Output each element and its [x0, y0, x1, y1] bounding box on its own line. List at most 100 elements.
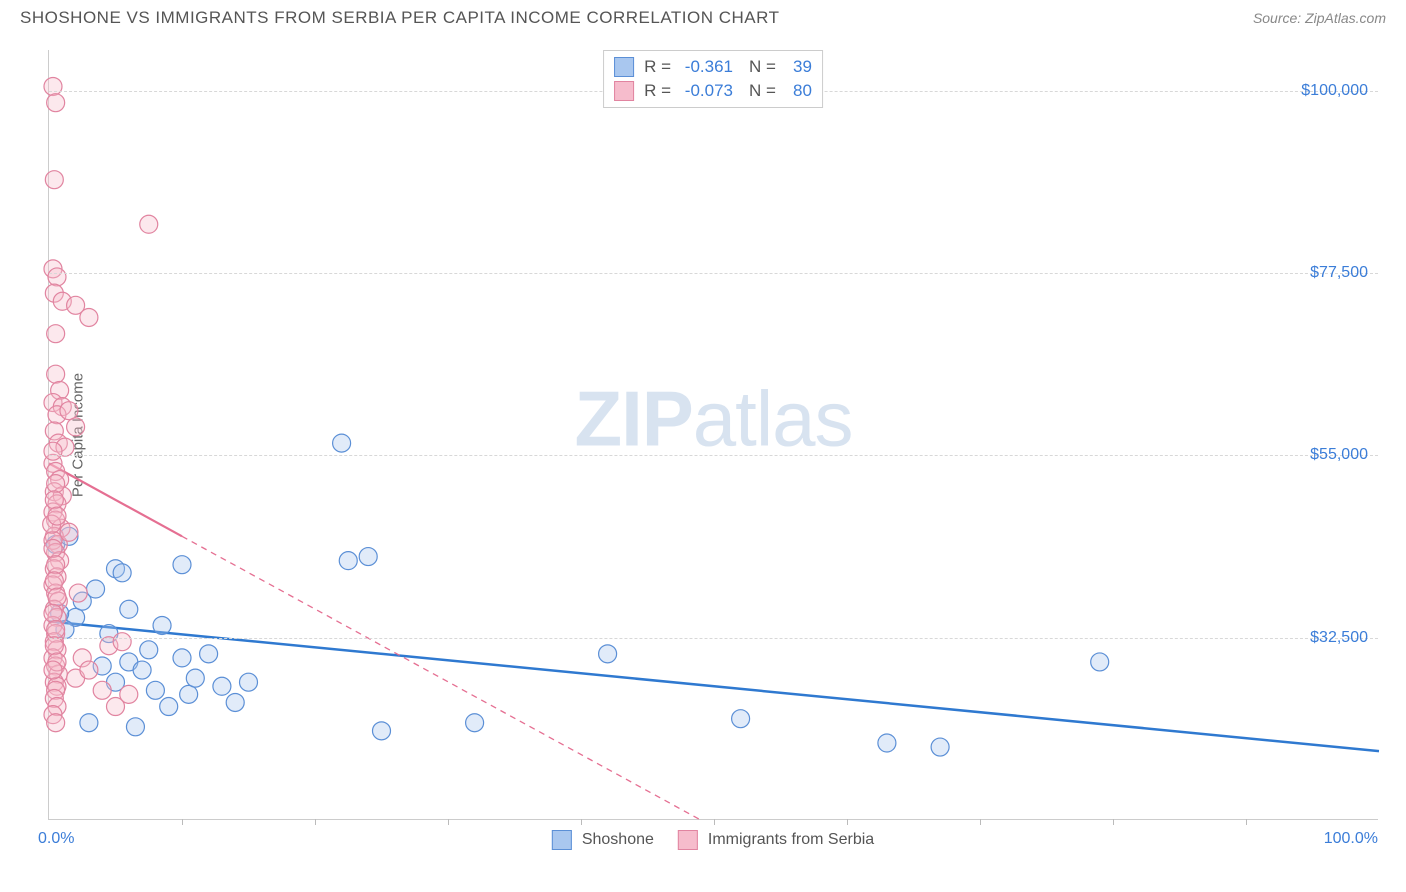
y-tick-label: $32,500 [1310, 629, 1368, 647]
data-point [60, 523, 78, 541]
data-point [60, 402, 78, 420]
data-point [173, 649, 191, 667]
data-point [126, 718, 144, 736]
legend-label: Immigrants from Serbia [708, 831, 874, 849]
data-point [339, 552, 357, 570]
x-tick [714, 819, 715, 825]
x-axis-min-label: 0.0% [38, 830, 74, 848]
data-point [45, 171, 63, 189]
legend-swatch [614, 57, 634, 77]
data-point [44, 77, 62, 95]
r-label: R = [644, 55, 671, 79]
r-value: -0.361 [677, 55, 733, 79]
data-point [140, 215, 158, 233]
y-tick-label: $55,000 [1310, 446, 1368, 464]
data-point [359, 548, 377, 566]
legend-label: Shoshone [582, 831, 654, 849]
data-point [333, 434, 351, 452]
data-point [160, 698, 178, 716]
data-point [47, 556, 65, 574]
n-value: 39 [782, 55, 812, 79]
x-tick [448, 819, 449, 825]
data-point [878, 734, 896, 752]
stats-row: R =-0.361 N =39 [614, 55, 812, 79]
legend-swatch [614, 81, 634, 101]
x-tick [182, 819, 183, 825]
data-point [153, 616, 171, 634]
data-point [48, 268, 66, 286]
r-label: R = [644, 79, 671, 103]
x-tick [581, 819, 582, 825]
data-point [45, 491, 63, 509]
data-point [48, 507, 66, 525]
data-point [44, 661, 62, 679]
data-point [47, 621, 65, 639]
x-tick [1113, 819, 1114, 825]
data-point [113, 633, 131, 651]
x-tick [1246, 819, 1247, 825]
data-point [47, 325, 65, 343]
data-point [47, 714, 65, 732]
legend-item: Shoshone [552, 830, 654, 850]
bottom-legend: Shoshone Immigrants from Serbia [552, 830, 874, 850]
data-point [180, 685, 198, 703]
data-point [133, 661, 151, 679]
data-point [120, 600, 138, 618]
data-point [373, 722, 391, 740]
data-point [140, 641, 158, 659]
data-point [69, 584, 87, 602]
data-point [80, 308, 98, 326]
data-point [44, 539, 62, 557]
data-point [80, 714, 98, 732]
data-point [44, 442, 62, 460]
chart-container: Per Capita Income ZIPatlas $32,500$55,00… [48, 50, 1378, 820]
stats-row: R =-0.073 N =80 [614, 79, 812, 103]
data-point [226, 693, 244, 711]
data-point [48, 588, 66, 606]
r-value: -0.073 [677, 79, 733, 103]
n-label: N = [749, 79, 776, 103]
n-label: N = [749, 55, 776, 79]
data-point [466, 714, 484, 732]
data-point [1091, 653, 1109, 671]
data-point [47, 475, 65, 493]
plot-area: ZIPatlas $32,500$55,000$77,500$100,000 [48, 50, 1378, 820]
data-point [87, 580, 105, 598]
legend-swatch [678, 830, 698, 850]
y-tick-label: $100,000 [1301, 82, 1368, 100]
x-tick [980, 819, 981, 825]
y-tick-label: $77,500 [1310, 264, 1368, 282]
data-point [113, 564, 131, 582]
data-point [47, 94, 65, 112]
data-point [186, 669, 204, 687]
data-point [200, 645, 218, 663]
data-point [93, 681, 111, 699]
data-point [146, 681, 164, 699]
chart-title: SHOSHONE VS IMMIGRANTS FROM SERBIA PER C… [20, 8, 779, 28]
data-point [931, 738, 949, 756]
plot-svg [49, 50, 1378, 819]
legend-item: Immigrants from Serbia [678, 830, 874, 850]
data-point [120, 685, 138, 703]
grid-line [49, 638, 1378, 639]
data-point [47, 365, 65, 383]
x-tick [315, 819, 316, 825]
source-citation: Source: ZipAtlas.com [1253, 10, 1386, 26]
data-point [240, 673, 258, 691]
n-value: 80 [782, 79, 812, 103]
data-point [67, 418, 85, 436]
data-point [80, 661, 98, 679]
grid-line [49, 455, 1378, 456]
grid-line [49, 273, 1378, 274]
x-tick [847, 819, 848, 825]
data-point [213, 677, 231, 695]
data-point [732, 710, 750, 728]
data-point [173, 556, 191, 574]
x-axis-max-label: 100.0% [1324, 830, 1378, 848]
data-point [45, 572, 63, 590]
stats-box: R =-0.361 N =39 R =-0.073 N =80 [603, 50, 823, 108]
data-point [44, 604, 62, 622]
legend-swatch [552, 830, 572, 850]
data-point [45, 637, 63, 655]
data-point [599, 645, 617, 663]
